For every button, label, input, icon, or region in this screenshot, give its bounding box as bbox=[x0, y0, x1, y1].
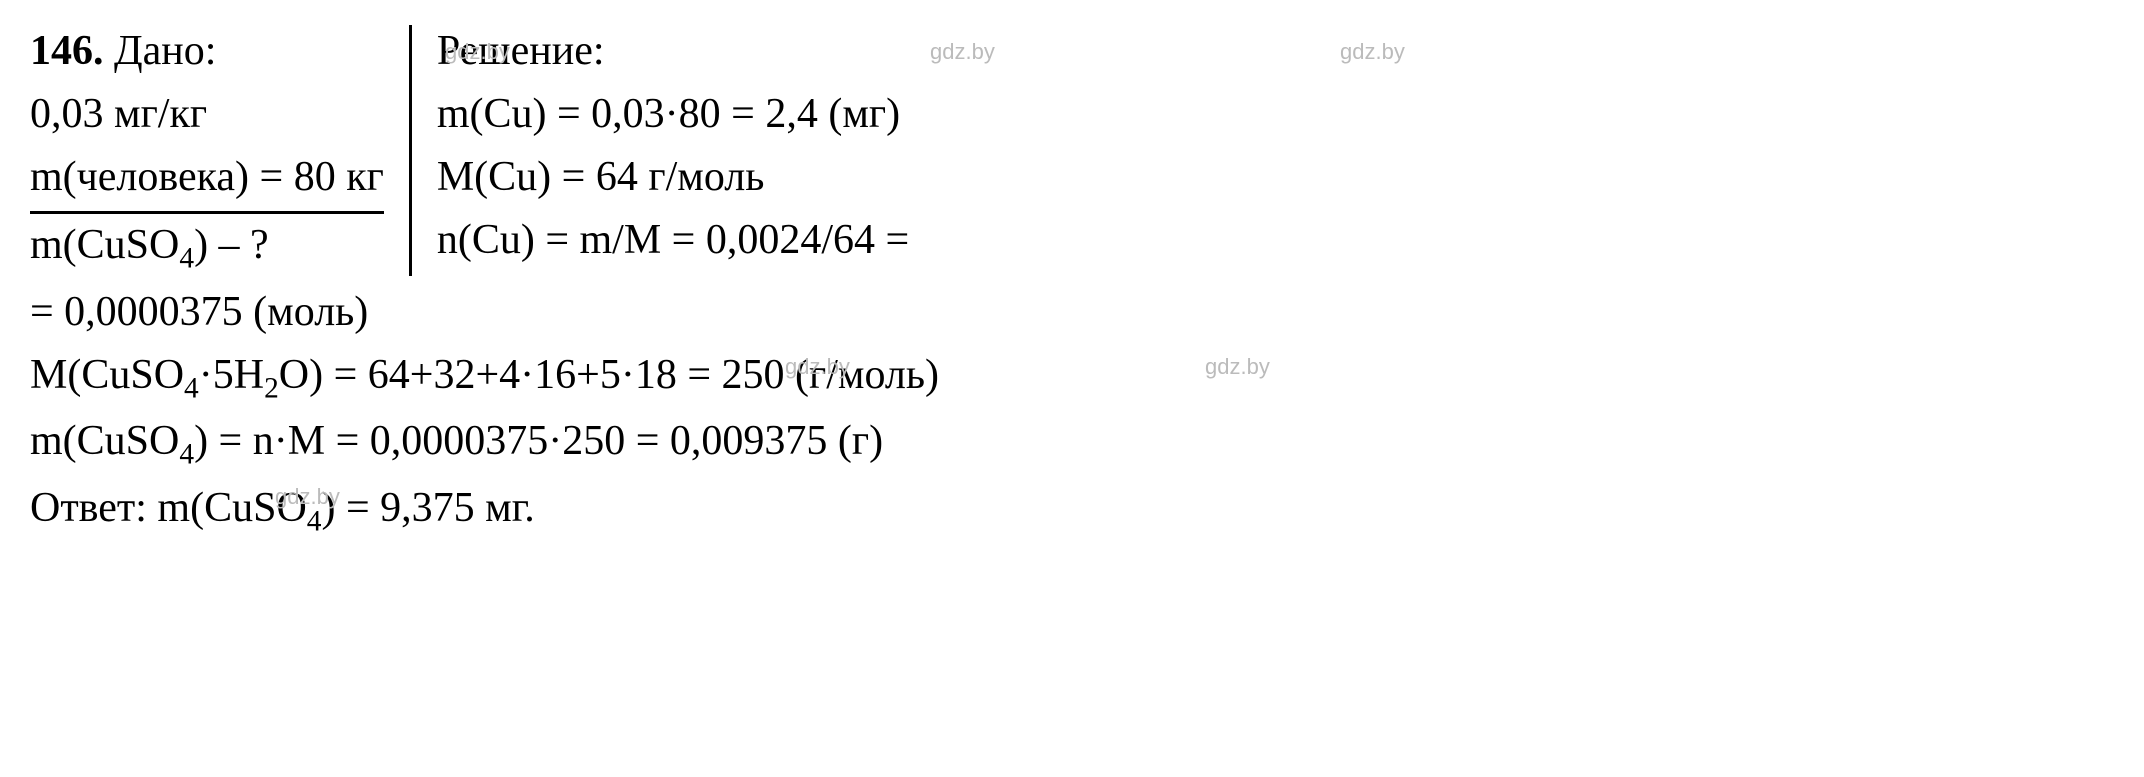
answer-line: Ответ: m(CuSO4) = 9,375 мг. bbox=[30, 477, 2114, 544]
given-line1: 0,03 мг/кг bbox=[30, 83, 384, 146]
problem-container: 146. Дано: 0,03 мг/кг m(человека) = 80 к… bbox=[30, 20, 2114, 543]
cont-l3-s1: 4 bbox=[179, 438, 194, 470]
cont-l2-s2: 2 bbox=[264, 372, 279, 404]
given-header: 146. Дано: bbox=[30, 20, 384, 83]
cont-l2-s1: 4 bbox=[184, 372, 199, 404]
cont-l3-p1: m(CuSO bbox=[30, 418, 179, 464]
cont-line3: m(CuSO4) = n·M = 0,0000375·250 = 0,00937… bbox=[30, 410, 2114, 477]
top-section: 146. Дано: 0,03 мг/кг m(человека) = 80 к… bbox=[30, 20, 2114, 281]
given-section: 146. Дано: 0,03 мг/кг m(человека) = 80 к… bbox=[30, 20, 409, 281]
problem-number: 146. bbox=[30, 28, 104, 74]
cont-line2: M(CuSO4·5H2O) = 64+32+4·16+5·18 = 250 (г… bbox=[30, 344, 2114, 411]
solution-section: Решение: m(Cu) = 0,03·80 = 2,4 (мг) M(Cu… bbox=[412, 20, 909, 272]
answer-p1: Ответ: m(CuSO bbox=[30, 485, 307, 531]
given-find-suffix: ) – ? bbox=[194, 222, 269, 268]
given-find-prefix: m(CuSO bbox=[30, 222, 179, 268]
given-line2: m(человека) = 80 кг bbox=[30, 146, 384, 214]
bottom-section: = 0,0000375 (моль) M(CuSO4·5H2O) = 64+32… bbox=[30, 281, 2114, 544]
cont-l2-p1: M(CuSO bbox=[30, 352, 184, 398]
solution-line3: n(Cu) = m/M = 0,0024/64 = bbox=[437, 209, 909, 272]
cont-l3-p2: ) = n·M = 0,0000375·250 = 0,009375 (г) bbox=[194, 418, 883, 464]
cont-line1: = 0,0000375 (моль) bbox=[30, 281, 2114, 344]
given-find-sub: 4 bbox=[179, 242, 194, 274]
cont-l2-p2: ·5H bbox=[199, 352, 264, 398]
answer-s1: 4 bbox=[307, 505, 322, 537]
given-mass-human: m(человека) = 80 кг bbox=[30, 146, 384, 214]
given-line3: m(CuSO4) – ? bbox=[30, 214, 384, 281]
cont-l2-p3: O) = 64+32+4·16+5·18 = 250 (г/моль) bbox=[279, 352, 939, 398]
solution-label: Решение: bbox=[437, 20, 909, 83]
solution-line1: m(Cu) = 0,03·80 = 2,4 (мг) bbox=[437, 83, 909, 146]
given-label: Дано: bbox=[114, 28, 216, 74]
solution-line2: M(Cu) = 64 г/моль bbox=[437, 146, 909, 209]
answer-p2: ) = 9,375 мг. bbox=[322, 485, 535, 531]
